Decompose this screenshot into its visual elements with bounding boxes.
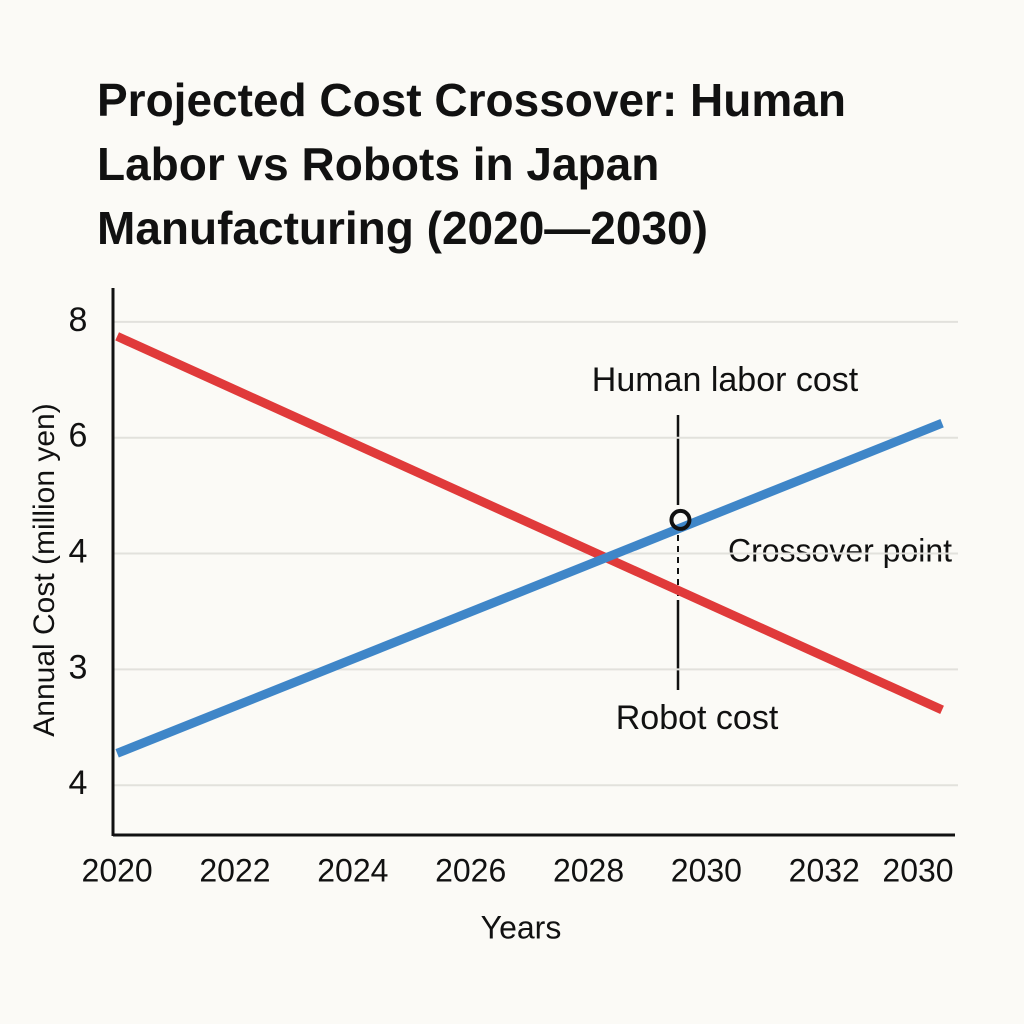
y-tick-label: 4: [69, 764, 88, 802]
x-tick-label: 2026: [435, 852, 506, 888]
y-tick-label: 8: [69, 301, 88, 339]
x-tick-label: 2030: [671, 852, 742, 888]
series-line: [115, 332, 944, 714]
y-axis-label: Annual Cost (million yen): [28, 403, 61, 736]
x-tick-label: 2020: [82, 852, 153, 888]
chart-title: Projected Cost Crossover: Human Labor vs…: [97, 74, 846, 254]
series-line: [115, 419, 944, 758]
y-tick-label: 4: [69, 533, 88, 571]
crossover-marker: [669, 508, 692, 531]
x-tick-label: 2030: [882, 852, 953, 888]
y-tick-label: 3: [69, 648, 88, 686]
x-axis-label: Years: [481, 909, 562, 945]
x-tick-label: 2022: [199, 852, 270, 888]
annotation: Human labor cost: [592, 361, 859, 399]
x-tick-label: 2028: [553, 852, 624, 888]
x-tick-label: 2024: [317, 852, 388, 888]
annotation: Robot cost: [616, 699, 779, 737]
x-tick-label: 2032: [789, 852, 860, 888]
y-tick-label: 6: [69, 417, 88, 455]
annotation: Crossover point: [728, 532, 952, 568]
